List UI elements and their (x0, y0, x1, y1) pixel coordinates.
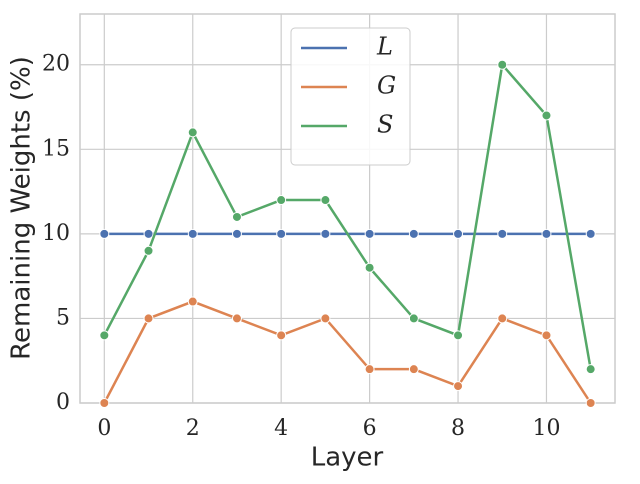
point (453, 330, 464, 341)
point (276, 330, 287, 341)
x-tick-label: 2 (186, 416, 200, 441)
point (99, 330, 110, 341)
point (453, 381, 464, 392)
point (364, 364, 375, 375)
point (364, 262, 375, 273)
x-tick-label: 4 (274, 416, 288, 441)
point (231, 211, 242, 222)
point (585, 228, 596, 239)
point (364, 228, 375, 239)
point (453, 228, 464, 239)
point (408, 228, 419, 239)
point (99, 228, 110, 239)
point (541, 330, 552, 341)
point (541, 110, 552, 121)
x-tick-label: 6 (363, 416, 377, 441)
point (187, 296, 198, 307)
legend: LGS (290, 27, 411, 166)
point (187, 127, 198, 138)
x-tick-label: 10 (532, 416, 560, 441)
point (320, 228, 331, 239)
point (143, 313, 154, 324)
legend-label: S (377, 111, 393, 139)
x-axis-label: Layer (311, 443, 384, 473)
point (497, 228, 508, 239)
point (231, 313, 242, 324)
point (541, 228, 552, 239)
y-axis-label: Remaining Weights (%) (7, 56, 37, 360)
point (143, 245, 154, 256)
y-tick-label: 5 (56, 305, 70, 330)
point (320, 313, 331, 324)
series-line (103, 300, 592, 404)
point (320, 195, 331, 206)
y-tick-label: 15 (42, 136, 70, 161)
point (276, 228, 287, 239)
point (143, 228, 154, 239)
x-tick-label: 0 (97, 416, 111, 441)
point (497, 59, 508, 70)
point (187, 228, 198, 239)
point (585, 364, 596, 375)
point (231, 228, 242, 239)
point (408, 313, 419, 324)
legend-box (290, 27, 411, 166)
point (585, 398, 596, 408)
point (497, 313, 508, 324)
y-tick-label: 20 (42, 52, 70, 77)
y-tick-label: 0 (56, 390, 70, 415)
legend-label: G (377, 72, 396, 100)
point (408, 364, 419, 375)
point (99, 398, 110, 408)
point (276, 195, 287, 206)
plot-frame (79, 13, 616, 404)
series-line (103, 61, 592, 370)
x-tick-label: 8 (451, 416, 465, 441)
legend-label: L (376, 33, 393, 61)
y-tick-label: 10 (42, 221, 70, 246)
